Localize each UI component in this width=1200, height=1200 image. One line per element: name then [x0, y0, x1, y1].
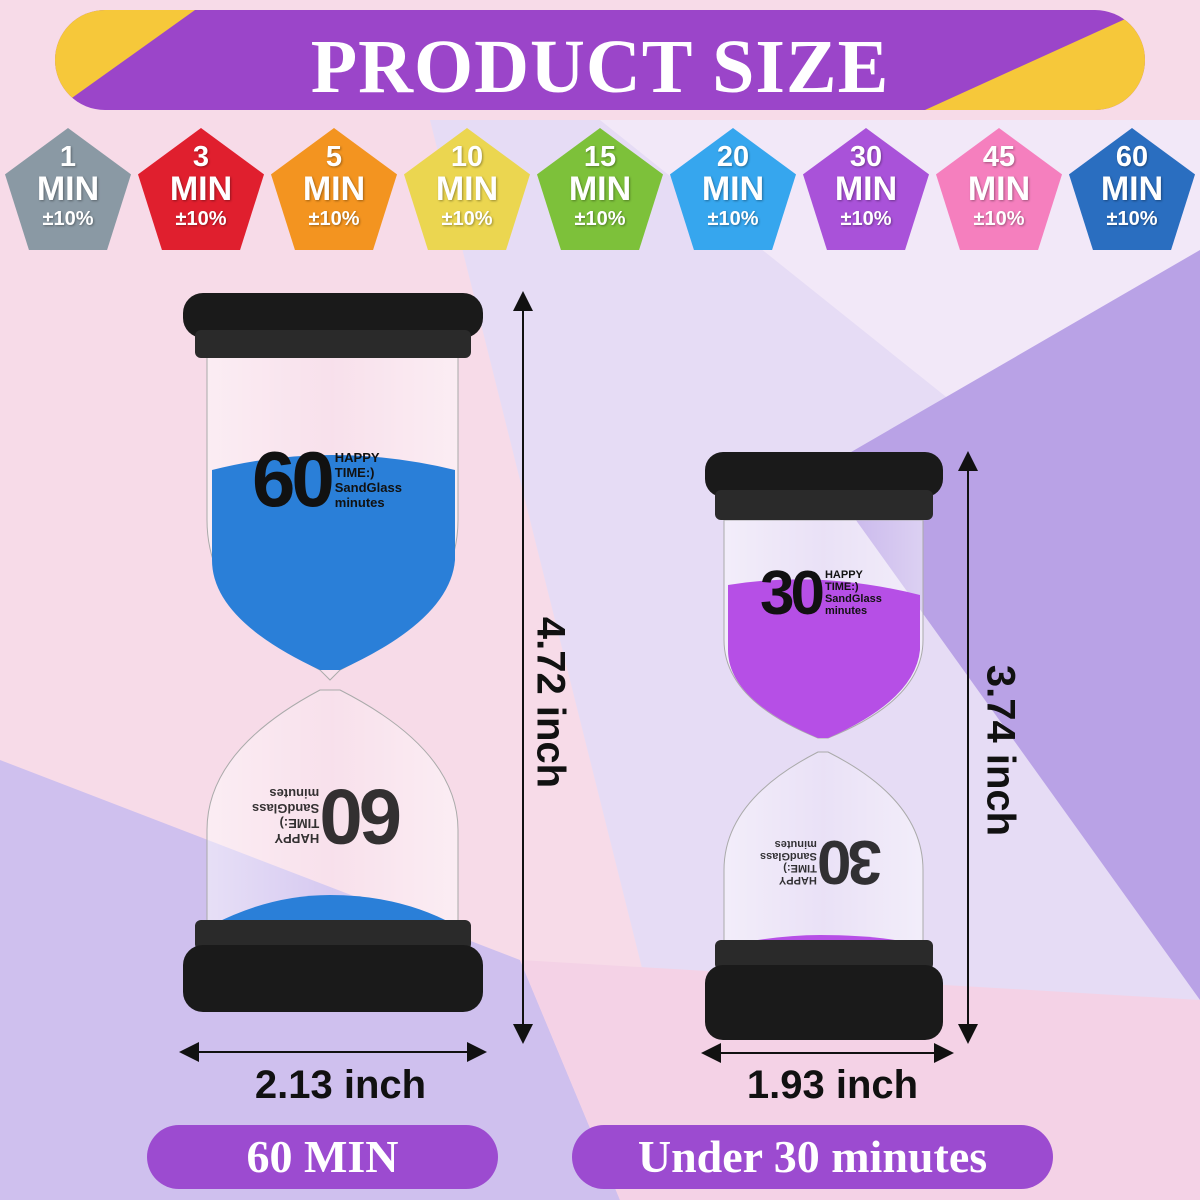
- timer-value: 15: [583, 141, 617, 173]
- timer-value: 30: [849, 141, 883, 173]
- large-top-print: 60 HAPPY TIME:) SandGlass minutes: [252, 435, 402, 523]
- small-top-print: 30 HAPPY TIME:) SandGlass minutes: [760, 559, 882, 628]
- base-cap: [183, 945, 483, 1012]
- title-banner: PRODUCT SIZE: [55, 10, 1145, 110]
- blue-sand: [212, 455, 455, 670]
- large-bottom-print-mirrored: 60HAPPY TIME:) SandGlass minutes: [252, 773, 402, 861]
- timer-tolerance: ±10%: [840, 208, 892, 230]
- top-cap: [183, 293, 483, 338]
- timer-tolerance: ±10%: [973, 208, 1025, 230]
- timer-value: 60: [1115, 141, 1149, 173]
- timer-tolerance: ±10%: [42, 208, 94, 230]
- timer-value: 1: [59, 141, 77, 173]
- timer-tolerance: ±10%: [574, 208, 626, 230]
- small-height-label: 3.74 inch: [978, 664, 1023, 837]
- timer-tolerance: ±10%: [308, 208, 360, 230]
- timer-tolerance: ±10%: [707, 208, 759, 230]
- timer-unit: MIN: [568, 170, 632, 208]
- timer-unit: MIN: [834, 170, 898, 208]
- large-width-label: 2.13 inch: [254, 1063, 427, 1107]
- timer-unit: MIN: [1100, 170, 1164, 208]
- large-hourglass: [183, 293, 483, 1012]
- large-height-label: 4.72 inch: [528, 616, 573, 789]
- large-hourglass-caption: 60 MIN: [147, 1125, 498, 1189]
- small-bottom-print-mirrored: 30HAPPY TIME:) SandGlass minutes: [760, 827, 882, 896]
- timer-value: 45: [982, 141, 1016, 173]
- timer-unit: MIN: [169, 170, 233, 208]
- small-hourglass-caption: Under 30 minutes: [572, 1125, 1053, 1189]
- timer-unit: MIN: [701, 170, 765, 208]
- timer-value: 3: [192, 141, 210, 173]
- page-title: PRODUCT SIZE: [310, 25, 890, 109]
- timer-unit: MIN: [435, 170, 499, 208]
- timer-tolerance: ±10%: [1106, 208, 1158, 230]
- timer-unit: MIN: [967, 170, 1031, 208]
- timer-value: 20: [716, 141, 750, 173]
- purple-sand: [728, 579, 920, 738]
- timer-unit: MIN: [36, 170, 100, 208]
- small-width-label: 1.93 inch: [746, 1063, 919, 1107]
- timer-value: 10: [450, 141, 484, 173]
- timer-value: 5: [325, 141, 343, 173]
- timer-tolerance: ±10%: [175, 208, 227, 230]
- timer-unit: MIN: [302, 170, 366, 208]
- small-hourglass: [705, 452, 943, 1040]
- timer-tolerance: ±10%: [441, 208, 493, 230]
